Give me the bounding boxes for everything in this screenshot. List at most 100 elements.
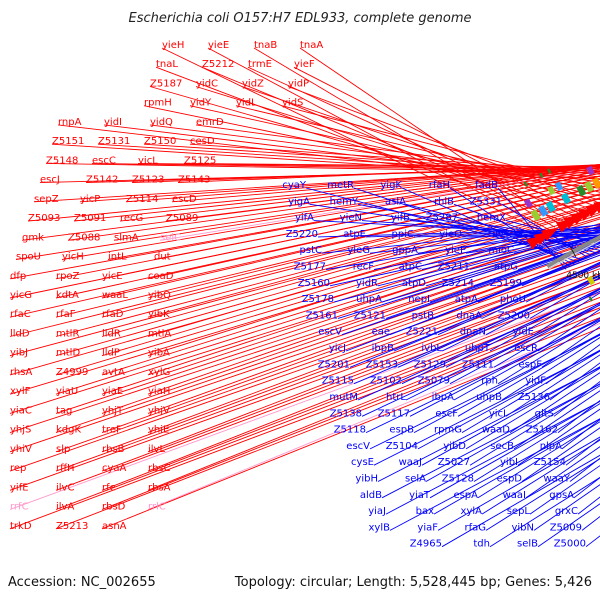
- gene-label-Z5162: Z5162: [526, 425, 558, 436]
- gene-label-yieE: yieE: [208, 40, 229, 51]
- gene-label-rfaC: rfaC: [10, 309, 31, 320]
- gene-label-escR: escR: [514, 343, 538, 354]
- feature-block: [591, 177, 600, 189]
- forward-gene-arrow: [593, 201, 600, 214]
- gene-label-atpD: atpD: [402, 278, 426, 289]
- gene-label-yhiE: yhiE: [148, 425, 169, 436]
- gene-leader-line: [55, 301, 600, 510]
- gene-leader-line: [529, 276, 600, 319]
- gene-label-yibK: yibK: [148, 309, 170, 320]
- gene-leader-line: [21, 165, 600, 241]
- forward-gene-arrow: [541, 227, 559, 241]
- gene-label-escC: escC: [92, 155, 116, 166]
- gene-leader-line: [449, 302, 600, 385]
- gene-leader-line: [477, 421, 600, 499]
- gene-label-sepL: sepL: [507, 506, 531, 517]
- gene-label-Z5129: Z5129: [414, 359, 446, 370]
- gene-leader-line: [401, 288, 600, 385]
- gene-label-eae: eae: [372, 327, 390, 338]
- gene-leader-line: [55, 273, 600, 472]
- gene-label-Z5213: Z5213: [56, 521, 88, 532]
- gene-leader-line: [15, 167, 600, 260]
- gene-label-yigA: yigA: [288, 196, 310, 207]
- gene-label-escV: escV: [346, 441, 370, 452]
- gene-label-trmE: trmE: [248, 59, 272, 70]
- gene-label-Z5131: Z5131: [98, 136, 130, 147]
- gene-label-rbsA: rbsA: [148, 482, 171, 493]
- gene-label-trkD: trkD: [10, 521, 32, 532]
- gene-label-cysE: cysE: [351, 457, 374, 468]
- gene-leader-line: [55, 212, 600, 376]
- gene-leader-line: [9, 251, 600, 453]
- gene-leader-line: [381, 383, 600, 499]
- gene-label-yidS: yidS: [282, 98, 303, 109]
- gene-label-Z5027: Z5027: [438, 457, 470, 468]
- gene-leader-line: [469, 234, 600, 270]
- gene-label-dnaN: dnaN: [460, 327, 486, 338]
- gene-leader-line: [55, 222, 600, 395]
- gene-leader-line: [429, 400, 600, 499]
- gene-label-uhpA: uhpA: [356, 294, 382, 305]
- gene-label-lldP: lldP: [102, 348, 120, 359]
- gene-label-kdgK: kdgK: [56, 425, 81, 436]
- gene-label-rph: rph: [481, 376, 498, 387]
- gene-leader-line: [509, 235, 600, 238]
- gene-label-mioC: mioC: [488, 245, 514, 256]
- gene-label-spoU: spoU: [16, 252, 41, 263]
- gene-label-yidF: yidF: [525, 376, 546, 387]
- gene-leader-line: [377, 230, 600, 287]
- gene-label-htrL: htrL: [386, 392, 406, 403]
- gene-label-Z5123: Z5123: [132, 175, 164, 186]
- gene-label-nlpA: nlpA: [540, 441, 562, 452]
- gene-label-Z5331: Z5331: [470, 196, 502, 207]
- gene-label-gmk: gmk: [22, 232, 44, 243]
- gene-leader-line: [329, 226, 600, 287]
- gene-label-yiaU: yiaU: [56, 386, 78, 397]
- gene-leader-line: [55, 246, 600, 434]
- gene-leader-line: [357, 290, 600, 401]
- summary-text: Topology: circular; Length: 5,528,445 bp…: [234, 575, 592, 590]
- gene-leader-line: [369, 226, 600, 254]
- gene-leader-line: [365, 319, 600, 434]
- gene-label-dut: dut: [154, 252, 171, 263]
- feature-block: [586, 165, 595, 176]
- gene-leader-line: [79, 164, 600, 203]
- gene-label-rbsC: rbsC: [148, 463, 171, 474]
- gene-leader-line: [465, 367, 600, 450]
- gene-label-dnaA: dnaA: [456, 310, 482, 321]
- feature-block: [560, 192, 571, 205]
- gene-label-ibpA: ibpA: [432, 392, 454, 403]
- gene-label-yieO: yieO: [439, 229, 462, 240]
- gene-label-phoU: phoU: [500, 294, 526, 305]
- gene-label-espA: espA: [453, 490, 478, 501]
- reverse-gene-arrow: [582, 253, 588, 264]
- gene-leader-line: [381, 235, 600, 303]
- gene-leader-line: [433, 418, 600, 515]
- gene-label-rfe: rfe: [102, 482, 116, 493]
- gene-leader-line: [457, 333, 600, 417]
- gene-leader-line: [73, 164, 600, 222]
- gene-label-lldD: lldD: [10, 329, 30, 340]
- gene-label-xylB: xylB: [369, 522, 391, 533]
- gene-leader-line: [107, 170, 600, 260]
- gene-label-Z4965: Z4965: [410, 539, 442, 550]
- gene-label-Z5091: Z5091: [74, 213, 106, 224]
- gene-label-waaY: waaY: [543, 474, 570, 485]
- gene-leader-line: [325, 223, 600, 270]
- gene-leader-line: [361, 304, 600, 417]
- gene-label-emrD: emrD: [196, 117, 224, 128]
- gene-label-Z5121: Z5121: [354, 310, 386, 321]
- gene-label-intL: intL: [108, 252, 127, 263]
- gene-label-Z5177: Z5177: [294, 262, 326, 273]
- gene-label-yiaJ: yiaJ: [368, 506, 386, 517]
- gene-label-xylG: xylG: [148, 367, 170, 378]
- gene-label-Z5214: Z5214: [442, 278, 474, 289]
- gene-leader-line: [9, 292, 600, 510]
- gene-leader-line: [147, 322, 600, 510]
- gene-leader-line: [505, 354, 600, 417]
- gene-label-waaI: waaI: [503, 490, 526, 501]
- gene-leader-line: [405, 302, 600, 401]
- gene-label-ilvC: ilvC: [56, 482, 74, 493]
- gene-label-rrfC: rrfC: [10, 502, 29, 513]
